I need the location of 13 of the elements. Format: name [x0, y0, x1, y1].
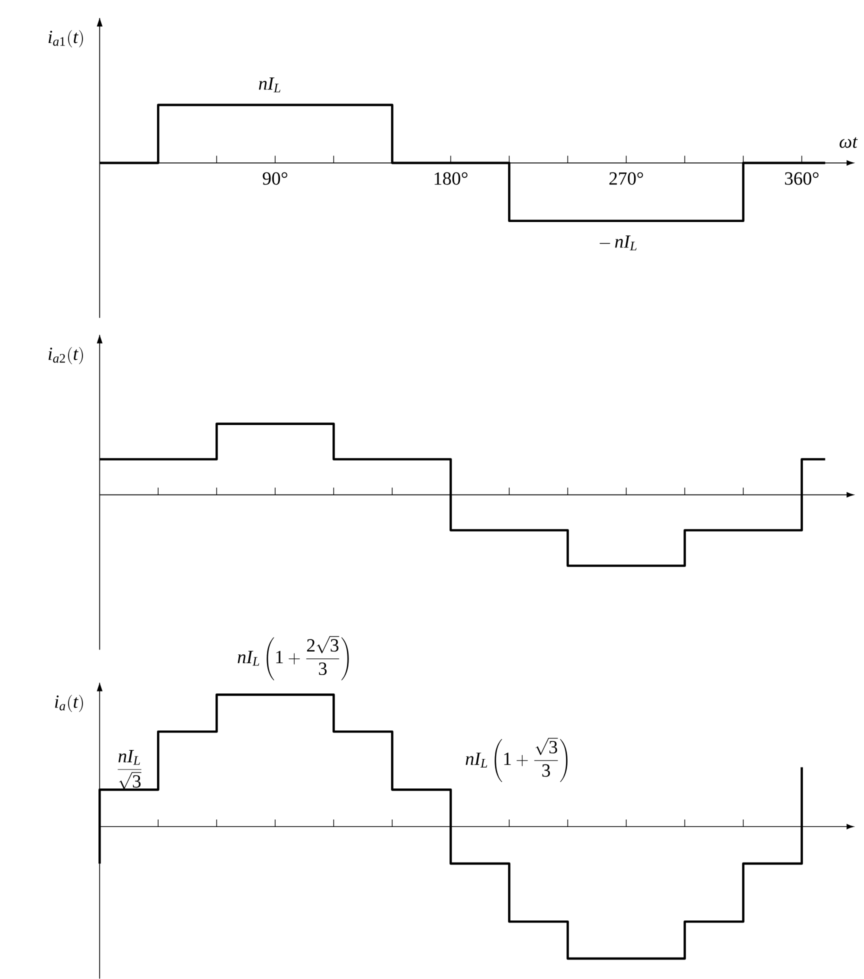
text: $nI_L$	[259, 77, 281, 92]
annotation: $\frac{nI_L}{\sqrt{3}}$	[118, 750, 142, 790]
text: $nI_L\left(1+\frac{2\sqrt{3}}{3}\right)$	[238, 636, 349, 680]
y-axis-title: $i_{a}(t)$	[55, 694, 84, 712]
y-axis-title: $i_{a1}(t)$	[48, 30, 84, 48]
x-tick-label: 360°	[785, 172, 819, 185]
text: $-\,nI_L$	[600, 236, 637, 250]
x-tick-label: 270°	[610, 172, 644, 185]
y-axis-title: $i_{a2}(t)$	[48, 347, 84, 364]
x-axis-title: $\omega t$	[840, 137, 858, 148]
annotation: $nI_L\left(1+\frac{\sqrt{3}}{3}\right)$	[466, 738, 568, 782]
x-tick-label: 180°	[434, 172, 468, 185]
x-tick-label: 90°	[263, 172, 288, 185]
